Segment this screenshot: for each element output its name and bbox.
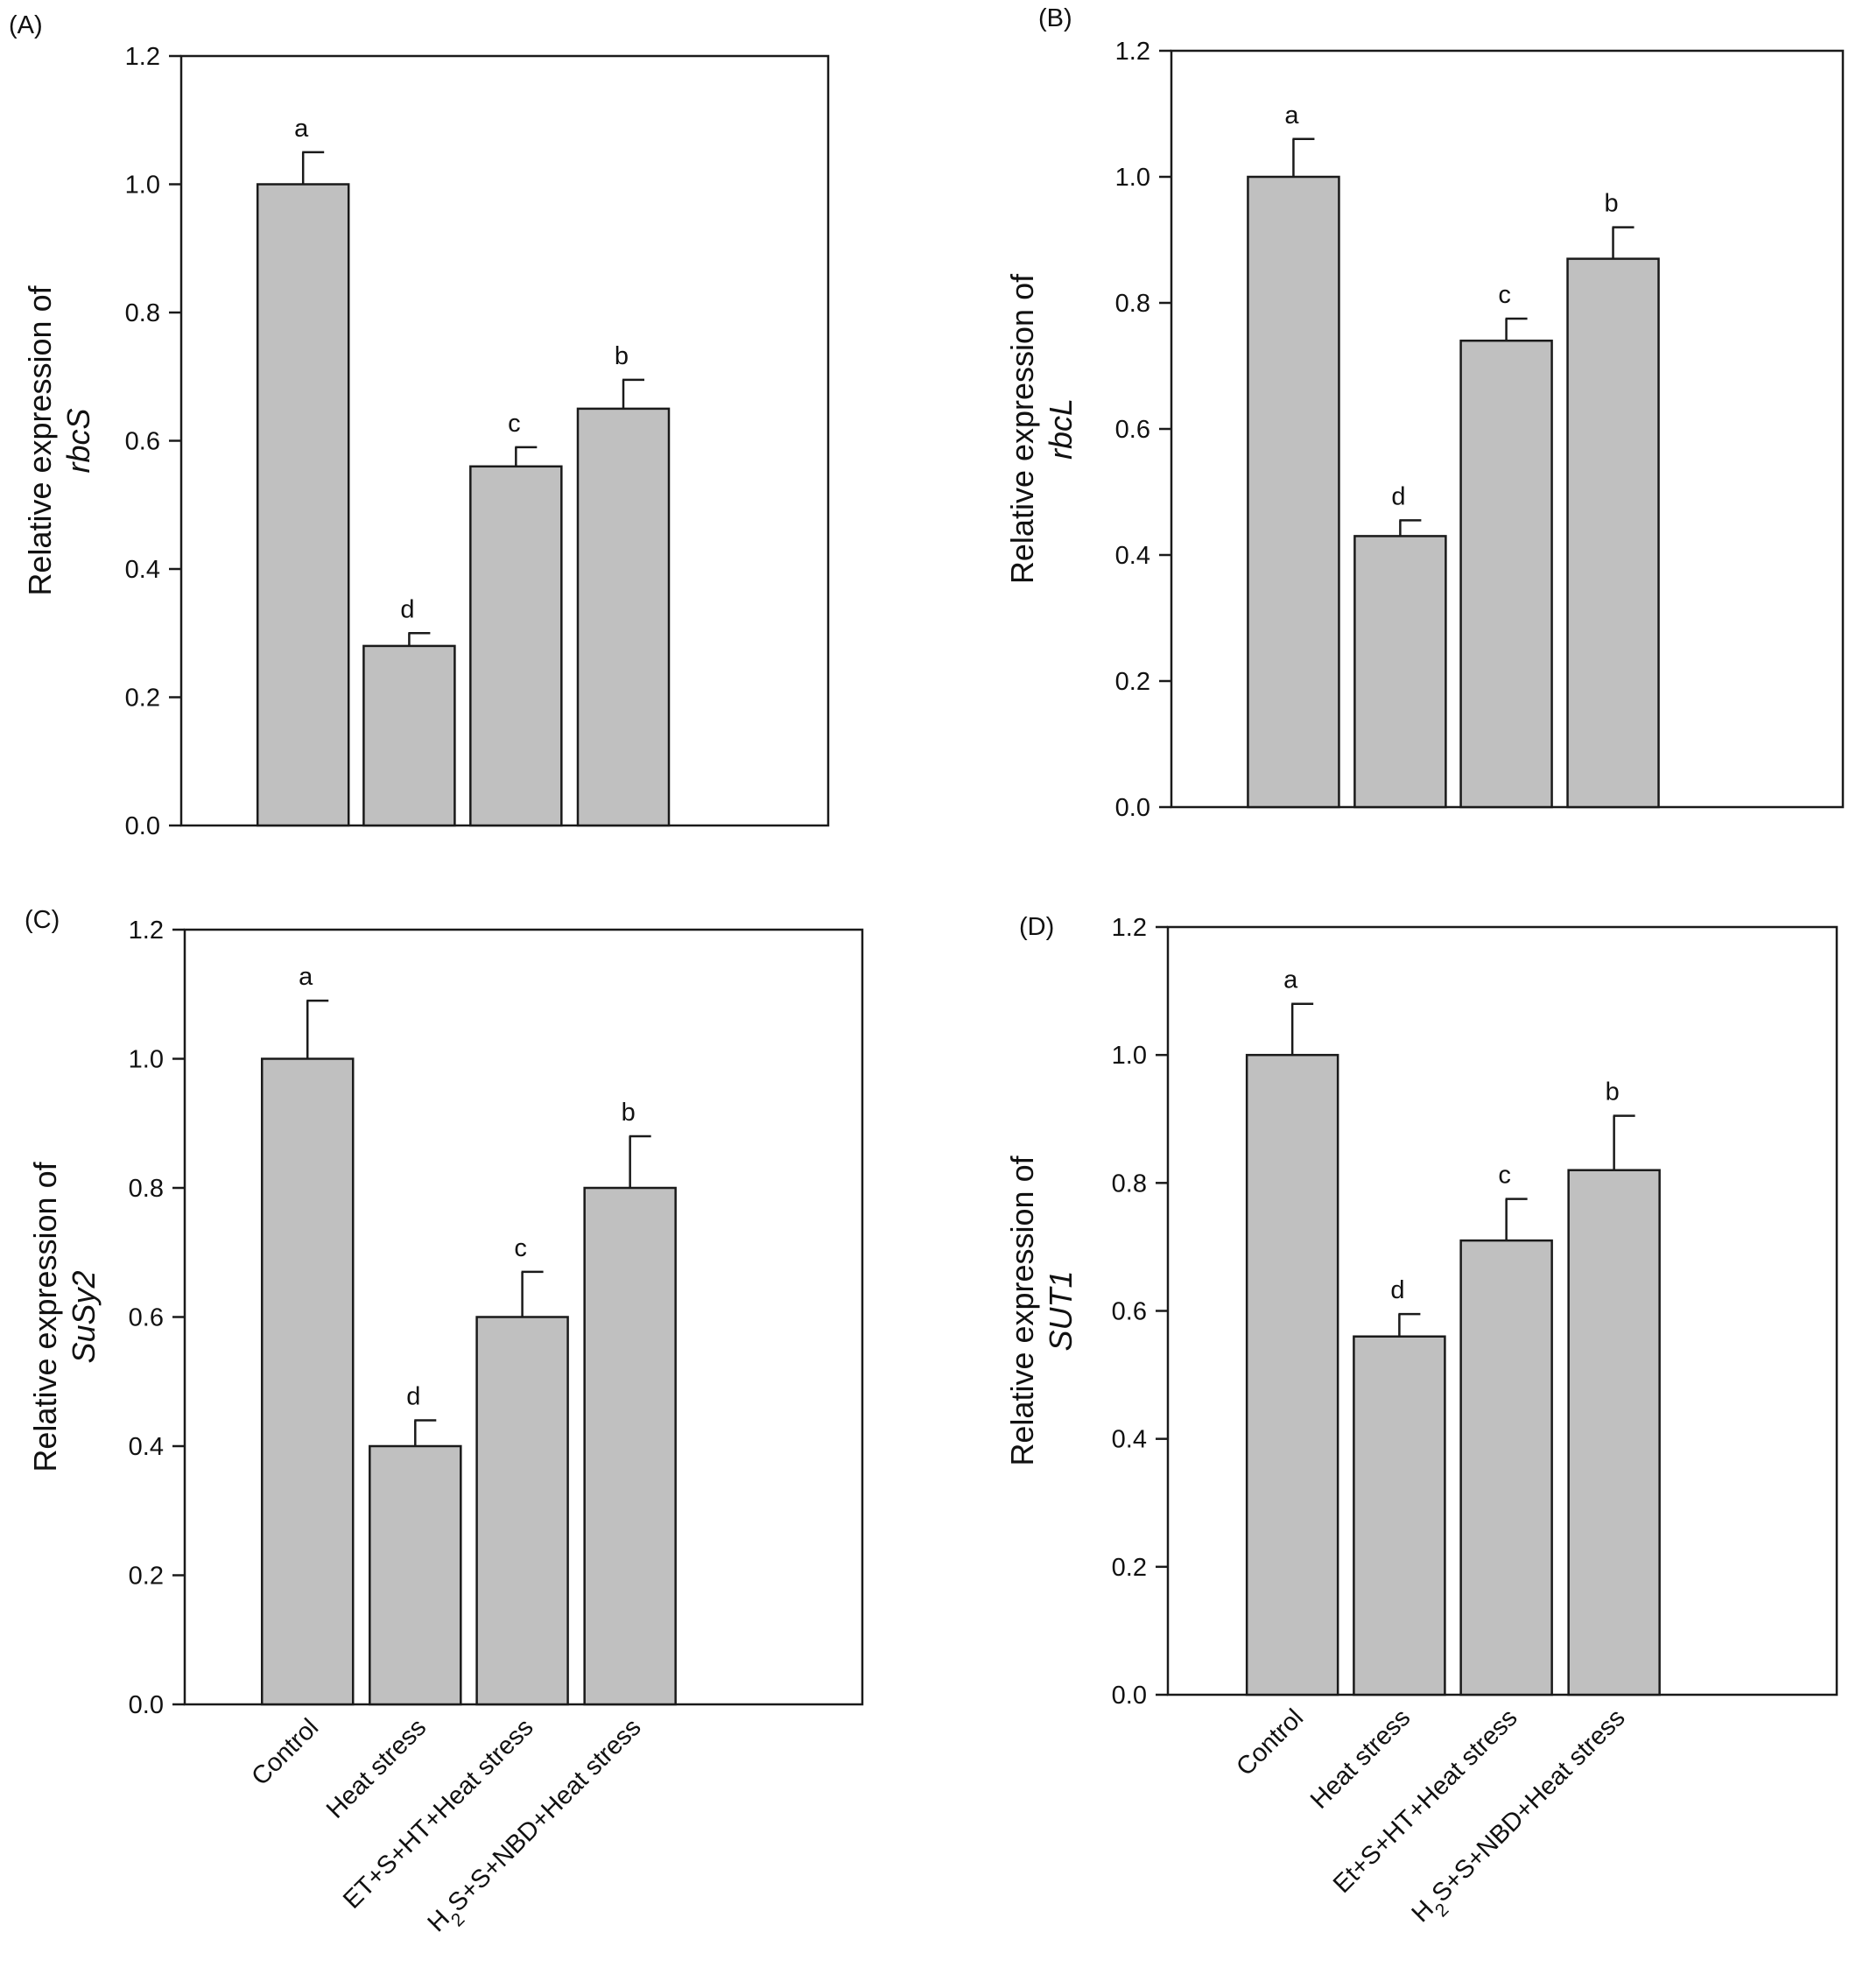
y-tick-label: 0.4 <box>1115 542 1150 570</box>
y-tick-label: 1.2 <box>125 43 160 71</box>
significance-letter: c <box>1498 281 1511 309</box>
bar-2 <box>1353 1335 1446 1696</box>
y-axis-label: Relative expression ofSuSy2 <box>27 1161 102 1472</box>
panel-label: (A) <box>9 11 43 39</box>
panel-b: (B) 0.0 0.2 0.4 0.6 0.8 1.0 1.2 Relative express… <box>1004 4 1845 822</box>
y-tick-label: 1.2 <box>1115 38 1150 66</box>
category-label: Control <box>246 1713 324 1791</box>
bar-3 <box>469 465 563 827</box>
y-tick-label: 0.0 <box>125 812 160 840</box>
bar-2 <box>369 1444 462 1706</box>
bar-2 <box>1353 535 1447 809</box>
category-label: Control <box>1231 1703 1309 1781</box>
y-axis-label: Relative expression ofrbcS <box>22 285 96 595</box>
category-label: Heat stress <box>1305 1703 1416 1814</box>
panel-label: (C) <box>25 906 60 934</box>
y-tick-label: 0.8 <box>1115 290 1150 318</box>
y-tick-label: 0.6 <box>1115 416 1150 444</box>
y-tick-label: 0.2 <box>125 685 160 713</box>
y-tick-label: 0.6 <box>125 428 160 456</box>
y-tick-label: 0.2 <box>1112 1554 1147 1582</box>
y-tick-label: 1.0 <box>1112 1042 1147 1070</box>
y-tick-label: 1.0 <box>1115 164 1150 192</box>
significance-letter: a <box>294 115 309 143</box>
y-tick-label: 0.6 <box>1112 1298 1147 1326</box>
y-tick-label: 1.2 <box>129 917 164 945</box>
significance-letter: d <box>1390 1276 1404 1304</box>
bar-4 <box>1567 1169 1661 1696</box>
panel-c: (C) 0.0 0.2 0.4 0.6 0.8 1.0 1.2 Relative express… <box>25 906 864 1943</box>
y-tick-label: 1.0 <box>129 1046 164 1074</box>
panel-label: (B) <box>1038 4 1072 32</box>
significance-letter: d <box>400 595 414 623</box>
y-axis-label: Relative expression ofSUT1 <box>1004 1155 1079 1465</box>
bar-1 <box>256 183 350 827</box>
panel-a: (A) 0.0 0.2 0.4 0.6 0.8 1.0 1.2 Relative express… <box>9 11 830 840</box>
y-tick-label: 0.8 <box>129 1175 164 1203</box>
bar-4 <box>576 407 671 827</box>
significance-letter: c <box>508 410 521 438</box>
significance-letter: d <box>406 1383 420 1411</box>
bar-4 <box>583 1186 677 1706</box>
significance-letter: a <box>299 963 313 991</box>
bar-4 <box>1566 257 1660 809</box>
significance-letter: a <box>1283 966 1298 994</box>
y-tick-label: 1.0 <box>125 172 160 200</box>
bar-1 <box>260 1057 355 1706</box>
y-tick-label: 0.4 <box>1112 1426 1147 1454</box>
panel-label: (D) <box>1019 913 1054 941</box>
y-tick-label: 0.0 <box>129 1691 164 1719</box>
y-tick-label: 1.2 <box>1112 914 1147 942</box>
significance-letter: b <box>622 1099 636 1127</box>
panel-d: (D) 0.0 0.2 0.4 0.6 0.8 1.0 1.2 Relative express… <box>1004 913 1838 1934</box>
y-tick-label: 0.2 <box>1115 668 1150 696</box>
y-tick-label: 0.6 <box>129 1304 164 1332</box>
bar-2 <box>362 644 456 827</box>
category-label: Heat stress <box>321 1713 432 1823</box>
significance-letter: a <box>1284 102 1299 130</box>
significance-letter: d <box>1391 482 1405 510</box>
category-label: H2S+S+NBD+Heat stress <box>1407 1703 1637 1934</box>
y-tick-label: 0.4 <box>125 556 160 584</box>
bar-3 <box>1459 1239 1553 1696</box>
significance-letter: b <box>1606 1078 1620 1106</box>
y-tick-label: 0.0 <box>1115 794 1150 822</box>
significance-letter: b <box>615 342 629 370</box>
y-tick-label: 0.2 <box>129 1563 164 1591</box>
category-label: ET+S+HT+Heat stress <box>338 1713 538 1914</box>
category-label: H2S+S+NBD+Heat stress <box>423 1713 653 1943</box>
y-tick-label: 0.0 <box>1112 1682 1147 1710</box>
significance-letter: c <box>1498 1162 1511 1190</box>
y-tick-label: 0.8 <box>125 299 160 327</box>
y-tick-label: 0.4 <box>129 1433 164 1461</box>
category-label: Et+S+HT+Heat stress <box>1328 1703 1523 1899</box>
bar-3 <box>475 1316 569 1706</box>
y-tick-label: 0.8 <box>1112 1170 1147 1198</box>
significance-letter: c <box>514 1234 527 1262</box>
bar-1 <box>1247 175 1340 809</box>
bar-1 <box>1245 1053 1339 1696</box>
bar-3 <box>1459 339 1553 809</box>
significance-letter: b <box>1604 190 1618 218</box>
y-axis-label: Relative expression ofrbcL <box>1004 273 1079 584</box>
